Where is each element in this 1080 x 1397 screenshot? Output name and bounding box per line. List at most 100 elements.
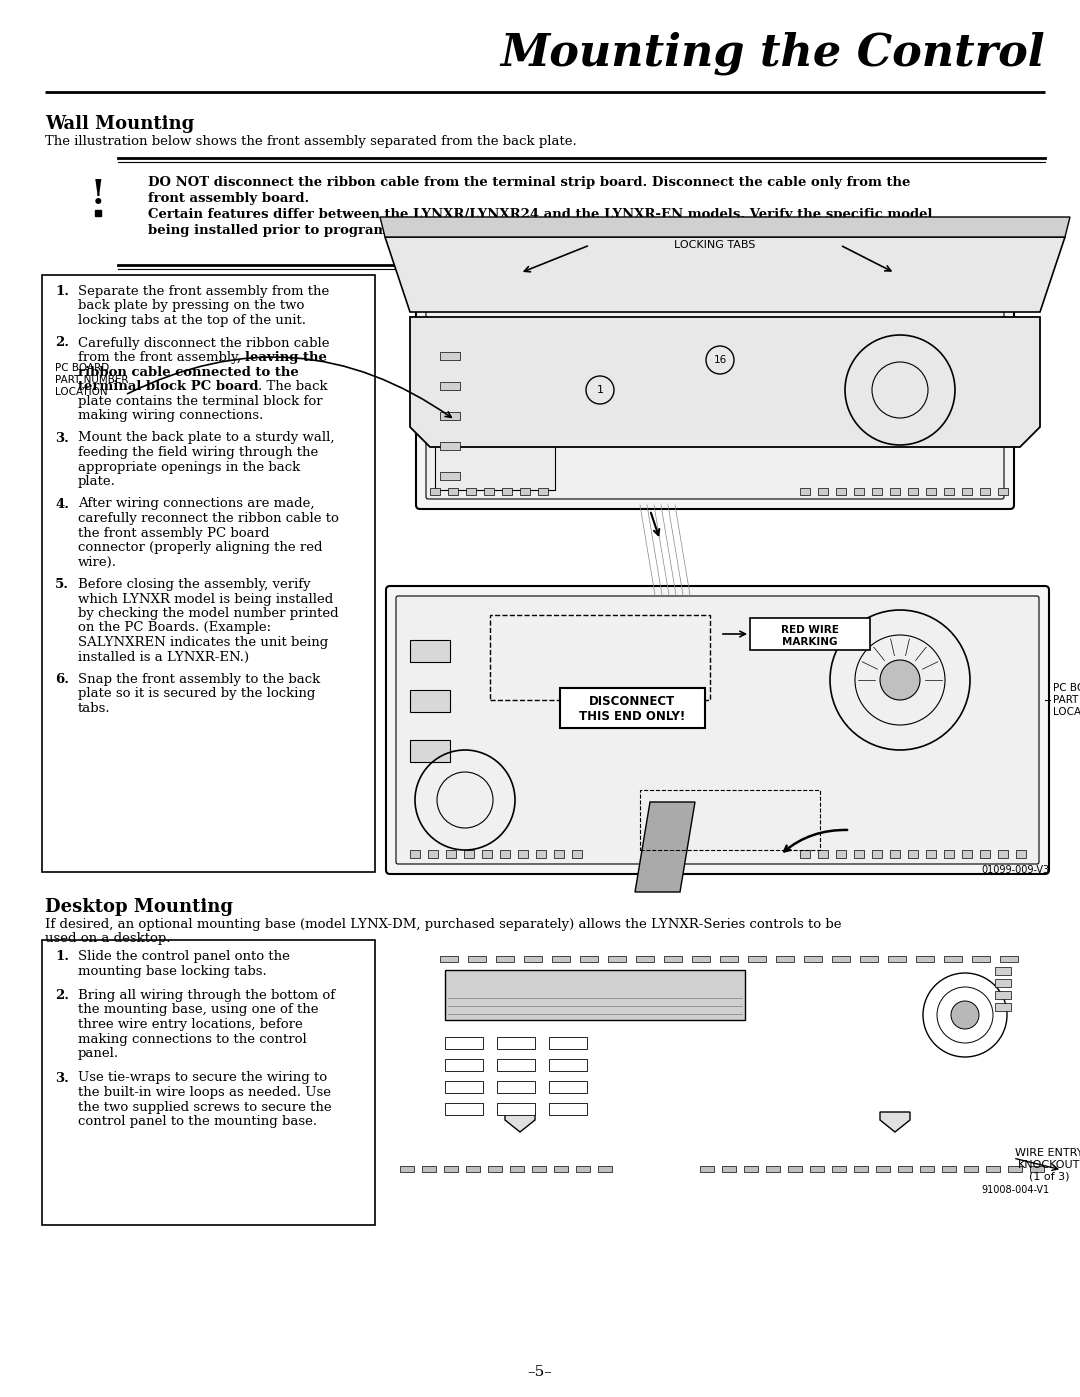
Bar (445, 1081, 483, 1092)
Text: tabs.: tabs. (78, 703, 110, 715)
Bar (445, 1037, 483, 1049)
Text: 6.: 6. (55, 673, 69, 686)
Bar (444, 1166, 458, 1172)
Circle shape (951, 1002, 978, 1030)
Text: connector (properly aligning the red: connector (properly aligning the red (78, 541, 323, 555)
Bar (465, 488, 476, 495)
Text: back plate by pressing on the two: back plate by pressing on the two (78, 299, 305, 313)
Bar (445, 1104, 483, 1115)
Text: by checking the model number printed: by checking the model number printed (78, 608, 339, 620)
Text: the mounting base, using one of the: the mounting base, using one of the (78, 1003, 319, 1017)
Bar (700, 1166, 714, 1172)
Bar (860, 956, 878, 963)
Bar (554, 849, 564, 858)
Text: ribbon cable connected to the: ribbon cable connected to the (78, 366, 299, 379)
Bar (854, 1166, 868, 1172)
Bar (872, 488, 882, 495)
Text: Carefully disconnect the ribbon cable: Carefully disconnect the ribbon cable (78, 337, 329, 349)
Polygon shape (880, 1112, 910, 1132)
Bar (836, 488, 846, 495)
Polygon shape (384, 237, 1065, 312)
Bar (497, 1059, 535, 1071)
Text: 1.: 1. (55, 950, 69, 963)
Bar (410, 740, 450, 761)
Bar (440, 381, 460, 390)
Bar (995, 967, 1011, 975)
Text: appropriate openings in the back: appropriate openings in the back (78, 461, 300, 474)
Text: 3.: 3. (55, 1071, 69, 1084)
Text: PC BOARD
PART NUMBER
LOCATION: PC BOARD PART NUMBER LOCATION (1053, 683, 1080, 717)
Polygon shape (410, 317, 1040, 447)
Text: carefully reconnect the ribbon cable to: carefully reconnect the ribbon cable to (78, 511, 339, 525)
Bar (766, 1166, 780, 1172)
Text: Wall Mounting: Wall Mounting (45, 115, 194, 133)
Text: Slide the control panel onto the: Slide the control panel onto the (78, 950, 289, 963)
Bar (42, 275, 375, 872)
Bar (800, 488, 810, 495)
Bar (410, 849, 420, 858)
Text: Certain features differ between the LYNXR/LYNXR24 and the LYNXR-EN models. Verif: Certain features differ between the LYNX… (148, 208, 932, 221)
Text: After wiring connections are made,: After wiring connections are made, (78, 497, 314, 510)
Bar (572, 849, 582, 858)
Bar (428, 849, 438, 858)
Bar (832, 956, 850, 963)
Bar (640, 789, 820, 849)
Bar (549, 1059, 588, 1071)
Text: plate so it is secured by the locking: plate so it is secured by the locking (78, 687, 315, 700)
Text: DISCONNECT
THIS END ONLY!: DISCONNECT THIS END ONLY! (579, 694, 685, 724)
Bar (465, 1166, 480, 1172)
Bar (944, 849, 954, 858)
Bar (446, 849, 456, 858)
Bar (536, 849, 546, 858)
Bar (519, 488, 530, 495)
Bar (980, 849, 990, 858)
Bar (890, 488, 900, 495)
Text: the two supplied screws to secure the: the two supplied screws to secure the (78, 1101, 332, 1113)
Text: panel.: panel. (78, 1046, 119, 1060)
Text: 1.: 1. (55, 285, 69, 298)
Bar (445, 970, 745, 1020)
Bar (998, 488, 1008, 495)
Text: Bring all wiring through the bottom of: Bring all wiring through the bottom of (78, 989, 335, 1002)
Bar (836, 849, 846, 858)
Bar (972, 956, 990, 963)
Bar (576, 1166, 590, 1172)
Text: locking tabs at the top of the unit.: locking tabs at the top of the unit. (78, 314, 306, 327)
Bar (400, 1166, 414, 1172)
Bar (908, 488, 918, 495)
Text: WIRE ENTRY
KNOCKOUT
(1 of 3): WIRE ENTRY KNOCKOUT (1 of 3) (1015, 1148, 1080, 1182)
Text: being installed prior to programming the system.: being installed prior to programming the… (148, 224, 514, 237)
Text: SALYNXREN indicates the unit being: SALYNXREN indicates the unit being (78, 636, 328, 650)
Bar (488, 1166, 502, 1172)
Bar (549, 1037, 588, 1049)
Bar (532, 1166, 546, 1172)
Text: If desired, an optional mounting base (model LYNX-DM, purchased separately) allo: If desired, an optional mounting base (m… (45, 918, 841, 930)
Text: Desktop Mounting: Desktop Mounting (45, 898, 233, 916)
Bar (804, 956, 822, 963)
Text: Before closing the assembly, verify: Before closing the assembly, verify (78, 578, 311, 591)
Text: Mount the back plate to a sturdy wall,: Mount the back plate to a sturdy wall, (78, 432, 335, 444)
Bar (430, 488, 440, 495)
Bar (518, 849, 528, 858)
Text: three wire entry locations, before: three wire entry locations, before (78, 1018, 302, 1031)
Bar (598, 1166, 612, 1172)
Text: on the PC Boards. (Example:: on the PC Boards. (Example: (78, 622, 271, 634)
Bar (920, 1166, 934, 1172)
Bar (448, 488, 458, 495)
Text: which LYNXR model is being installed: which LYNXR model is being installed (78, 592, 334, 605)
Bar (410, 690, 450, 712)
Bar (926, 488, 936, 495)
Bar (1008, 1166, 1022, 1172)
Text: terminal block PC board: terminal block PC board (78, 380, 258, 393)
Text: 2.: 2. (55, 989, 69, 1002)
Bar (777, 956, 794, 963)
Bar (980, 488, 990, 495)
Bar (497, 1104, 535, 1115)
Text: front assembly board.: front assembly board. (148, 191, 309, 205)
Bar (995, 990, 1011, 999)
Text: The illustration below shows the front assembly separated from the back plate.: The illustration below shows the front a… (45, 136, 577, 148)
Bar (995, 1003, 1011, 1011)
Bar (42, 940, 375, 1225)
FancyBboxPatch shape (386, 585, 1049, 875)
Text: making connections to the control: making connections to the control (78, 1032, 307, 1045)
